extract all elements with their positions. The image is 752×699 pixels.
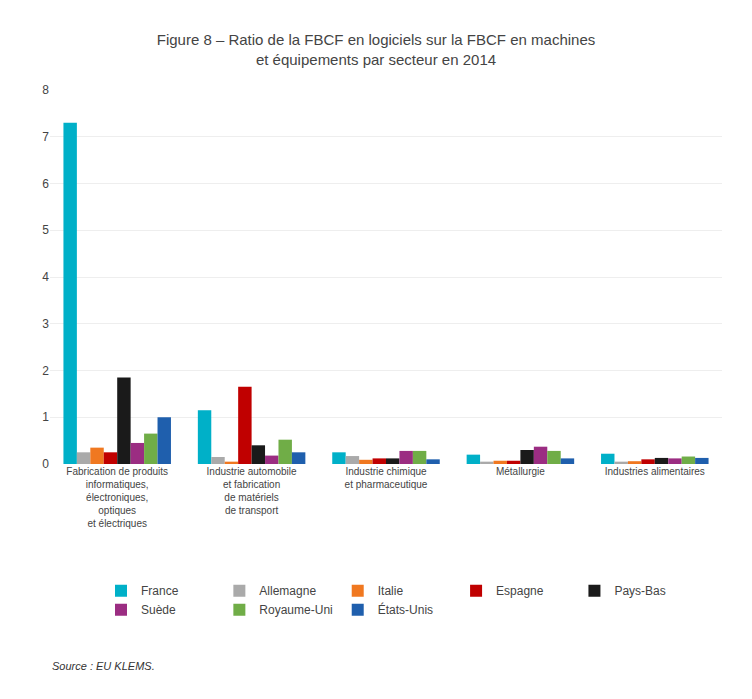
svg-text:2: 2 [42,364,49,378]
svg-text:Fabrication de produitsinforma: Fabrication de produitsinformatiques,éle… [66,466,168,529]
svg-text:Métallurgie: Métallurgie [496,466,545,477]
svg-text:4: 4 [42,270,49,284]
svg-text:Italie: Italie [378,584,404,598]
svg-text:Industrie chimiqueet pharmaceu: Industrie chimiqueet pharmaceutique [345,466,428,490]
svg-text:1: 1 [42,410,49,424]
svg-text:États-Unis: États-Unis [378,602,433,617]
svg-text:Industrie automobileet fabrica: Industrie automobileet fabricationde mat… [207,466,297,516]
svg-text:3: 3 [42,317,49,331]
svg-text:Pays-Bas: Pays-Bas [614,584,665,598]
svg-text:8: 8 [42,83,49,97]
svg-text:Allemagne: Allemagne [259,584,316,598]
svg-text:Espagne: Espagne [496,584,544,598]
svg-text:0: 0 [42,457,49,471]
svg-text:Figure 8 – Ratio de la FBCF en: Figure 8 – Ratio de la FBCF en logiciels… [157,31,596,68]
svg-text:5: 5 [42,223,49,237]
svg-text:Industries alimentaires: Industries alimentaires [605,466,705,477]
svg-text:7: 7 [42,130,49,144]
svg-text:6: 6 [42,177,49,191]
svg-text:Source : EU KLEMS.: Source : EU KLEMS. [52,660,155,672]
svg-text:France: France [141,584,179,598]
svg-text:Royaume-Uni: Royaume-Uni [259,603,332,617]
svg-text:Suède: Suède [141,603,176,617]
